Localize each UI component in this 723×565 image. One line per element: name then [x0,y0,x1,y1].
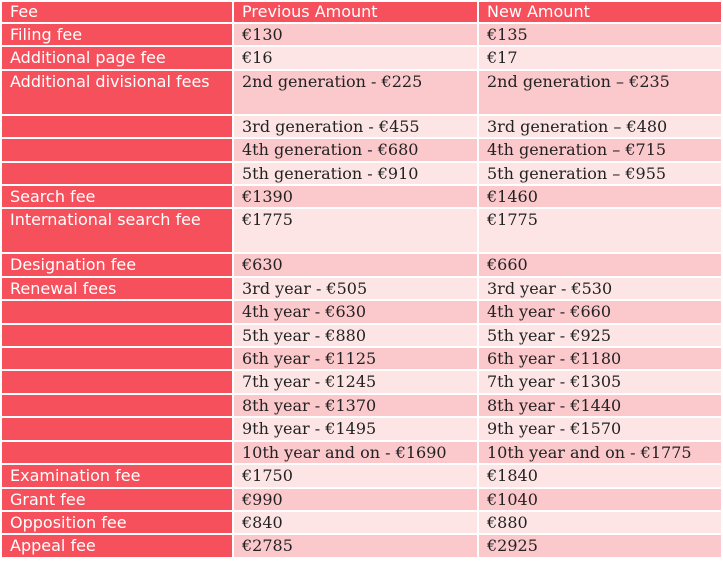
previous-amount-cell: 2nd generation - €225 [234,70,477,114]
new-amount-cell: 3rd year - €530 [479,277,721,300]
new-amount-cell: 2nd generation – €235 [479,70,721,114]
fee-cell: Grant fee [2,488,232,510]
previous-amount-cell: 6th year - €1125 [234,348,477,370]
fee-cell: Appeal fee [2,535,232,557]
new-amount-cell: €135 [479,24,721,46]
header-fee: Fee [2,2,232,22]
fee-cell: Search fee [2,186,232,208]
new-amount-cell: 4th generation – €715 [479,139,721,161]
new-amount-cell: 4th year - €660 [479,301,721,323]
previous-amount-cell: 5th year - €880 [234,324,477,347]
previous-amount-cell: 4th year - €630 [234,301,477,323]
table-row: Search fee €1390 €1460 [2,186,721,208]
fee-cell [2,348,232,370]
previous-amount-cell: €630 [234,254,477,276]
new-amount-cell: 7th year - €1305 [479,371,721,393]
fee-cell: Additional divisional fees [2,70,232,114]
header-new-amount: New Amount [479,2,721,22]
table-row: Filing fee €130 €135 [2,24,721,46]
previous-amount-cell: €2785 [234,535,477,557]
previous-amount-cell: 8th year - €1370 [234,394,477,417]
fee-cell [2,162,232,185]
new-amount-cell: €1040 [479,488,721,510]
previous-amount-cell: 3rd generation - €455 [234,115,477,138]
table-row: 5th year - €880 5th year - €925 [2,324,721,347]
new-amount-cell: 5th year - €925 [479,324,721,347]
new-amount-cell: 6th year - €1180 [479,348,721,370]
previous-amount-cell: 7th year - €1245 [234,371,477,393]
new-amount-cell: 8th year - €1440 [479,394,721,417]
table-row: Appeal fee €2785 €2925 [2,535,721,557]
table-row: 4th generation - €680 4th generation – €7… [2,139,721,161]
table-row: Additional page fee €16 €17 [2,47,721,69]
fee-cell [2,301,232,323]
fee-cell: Renewal fees [2,277,232,300]
previous-amount-cell: €1750 [234,465,477,487]
fee-cell [2,441,232,464]
previous-amount-cell: 9th year - €1495 [234,418,477,440]
previous-amount-cell: €130 [234,24,477,46]
table-row: Designation fee €630 €660 [2,254,721,276]
new-amount-cell: €880 [479,511,721,534]
table-row: 5th generation - €910 5th generation – €9… [2,162,721,185]
previous-amount-cell: €1775 [234,209,477,253]
table-row: 6th year - €1125 6th year - €1180 [2,348,721,370]
fee-cell: Opposition fee [2,511,232,534]
fee-cell: Additional page fee [2,47,232,69]
fee-cell [2,115,232,138]
fee-cell: Designation fee [2,254,232,276]
new-amount-cell: €1775 [479,209,721,253]
fee-cell: Filing fee [2,24,232,46]
new-amount-cell: 5th generation – €955 [479,162,721,185]
table-row: Examination fee €1750 €1840 [2,465,721,487]
new-amount-cell: €1460 [479,186,721,208]
fee-cell: Examination fee [2,465,232,487]
table-row: 7th year - €1245 7th year - €1305 [2,371,721,393]
new-amount-cell: 10th year and on - €1775 [479,441,721,464]
fee-cell [2,324,232,347]
table-row: Renewal fees 3rd year - €505 3rd year - €5… [2,277,721,300]
table-row: 10th year and on - €1690 10th year and on… [2,441,721,464]
previous-amount-cell: €1390 [234,186,477,208]
table-row: 4th year - €630 4th year - €660 [2,301,721,323]
table-row: Grant fee €990 €1040 [2,488,721,510]
new-amount-cell: €1840 [479,465,721,487]
table-row: 9th year - €1495 9th year - €1570 [2,418,721,440]
new-amount-cell: €2925 [479,535,721,557]
table-row: Opposition fee €840 €880 [2,511,721,534]
fee-cell [2,394,232,417]
new-amount-cell: €17 [479,47,721,69]
table-row: Additional divisional fees 2nd generation… [2,70,721,114]
table-row: 3rd generation - €455 3rd generation – €4… [2,115,721,138]
fee-cell: International search fee [2,209,232,253]
table-body: Filing fee €130 €135 Additional page fee €16… [2,24,721,557]
header-row: Fee Previous Amount New Amount [2,2,721,22]
previous-amount-cell: €990 [234,488,477,510]
table-row: International search fee €1775 €1775 [2,209,721,253]
previous-amount-cell: 3rd year - €505 [234,277,477,300]
previous-amount-cell: 5th generation - €910 [234,162,477,185]
fee-cell [2,418,232,440]
new-amount-cell: 9th year - €1570 [479,418,721,440]
header-previous-amount: Previous Amount [234,2,477,22]
previous-amount-cell: €16 [234,47,477,69]
table-row: 8th year - €1370 8th year - €1440 [2,394,721,417]
new-amount-cell: 3rd generation – €480 [479,115,721,138]
fee-cell [2,139,232,161]
previous-amount-cell: 4th generation - €680 [234,139,477,161]
previous-amount-cell: 10th year and on - €1690 [234,441,477,464]
previous-amount-cell: €840 [234,511,477,534]
new-amount-cell: €660 [479,254,721,276]
fee-cell [2,371,232,393]
